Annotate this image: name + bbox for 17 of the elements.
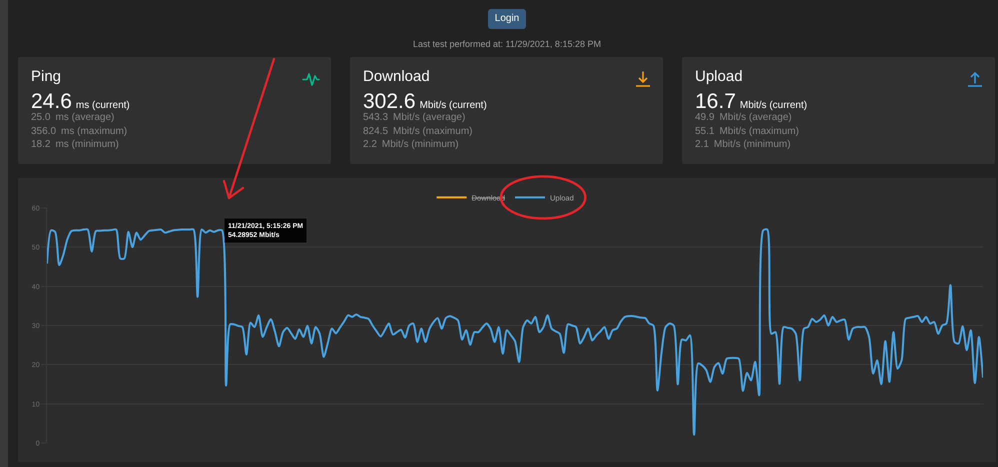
text: 2.2 Mbit/s (minimum) xyxy=(363,139,459,150)
text: 25.0 ms (average) xyxy=(31,112,114,123)
text: Download xyxy=(363,68,430,85)
text: 55.1 Mbit/s (maximum) xyxy=(695,126,799,137)
text: 543.3 Mbit/s (average) xyxy=(363,112,466,123)
text: Upload xyxy=(695,68,743,85)
text: 16.7 Mbit/s (current) xyxy=(695,90,808,113)
text: 18.2 ms (minimum) xyxy=(31,139,119,150)
text: 2.1 Mbit/s (minimum) xyxy=(695,139,791,150)
text: Ping xyxy=(31,68,62,85)
text: 824.5 Mbit/s (maximum) xyxy=(363,126,472,137)
text: 24.6 ms (current) xyxy=(31,90,130,113)
text: 49.9 Mbit/s (average) xyxy=(695,112,792,123)
text: 356.0 ms (maximum) xyxy=(31,126,128,137)
text: 302.6 Mbit/s (current) xyxy=(363,90,487,113)
button[interactable]: Login xyxy=(488,9,526,29)
text: Last test performed at: 11/29/2021, 8:15:28 PM xyxy=(413,39,601,49)
